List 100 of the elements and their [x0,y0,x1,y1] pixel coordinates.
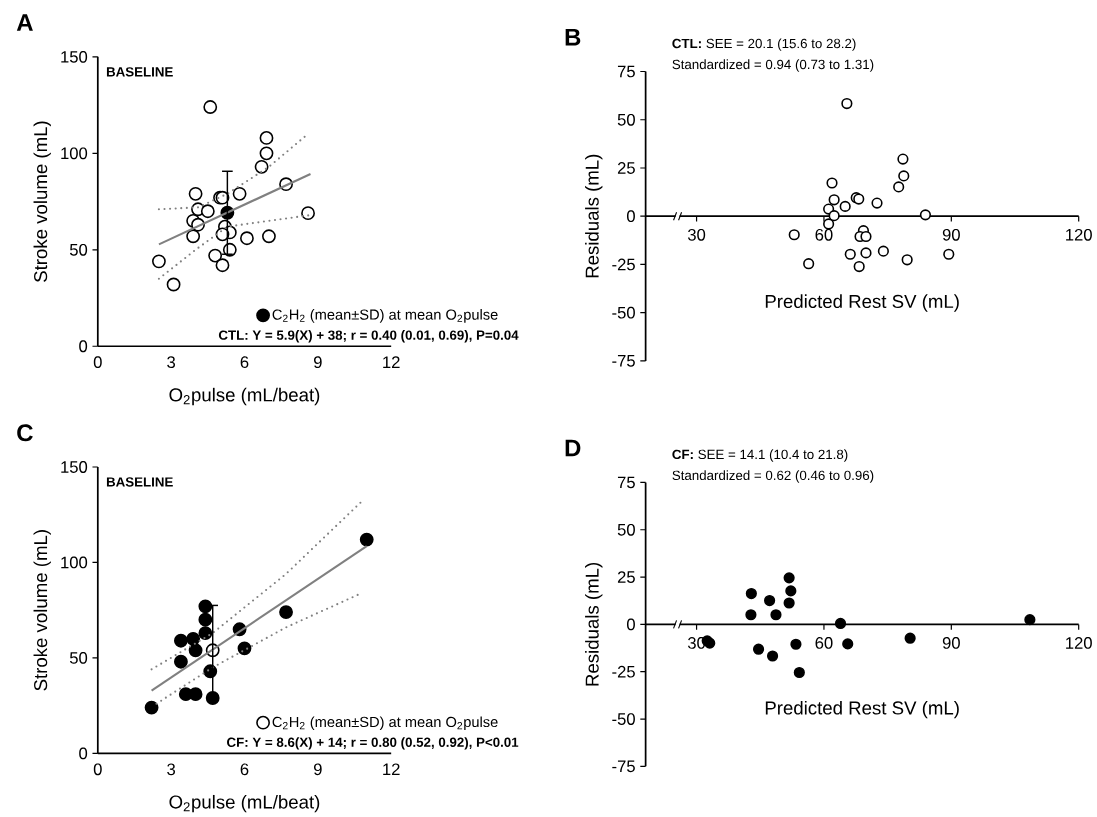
point [237,641,252,656]
y-tick-label: 25 [617,571,635,584]
x-tick-label: 0 [93,356,102,369]
point [839,200,851,213]
point [904,632,916,644]
x-tick-label: 60 [815,229,833,241]
point [200,204,215,219]
point [752,643,765,655]
x-tick-label: 6 [240,763,249,776]
point [144,700,159,715]
point [188,687,203,702]
point [893,181,905,193]
y-axis-title: Residuals (mL) [585,154,603,278]
annotation: CTL: Y = 5.9(X) + 38; r = 0.40 (0.01, 0.69), P=0.04 [218,330,519,343]
point [166,277,181,292]
point [901,254,913,266]
x-tick-label: 90 [942,229,960,241]
y-tick-label: -25 [612,258,635,271]
point [844,248,856,260]
x-tick-label: 3 [167,356,176,369]
point [841,98,853,110]
x-tick-label: 6 [240,356,249,369]
point [262,229,276,244]
point [785,585,797,597]
x-axis-title: Predicted Rest SV (mL) [765,701,959,719]
point [828,194,840,206]
y-tick-label: -50 [612,306,635,319]
y-tick-label: -25 [612,665,635,678]
point [174,654,188,669]
x-tick-label: 60 [815,637,833,649]
point [788,229,800,241]
y-tick-label: 25 [617,162,635,174]
point [823,218,835,230]
y-tick-label: 75 [617,65,635,78]
x-tick-label: 0 [93,763,102,776]
y-tick-label: 50 [617,524,635,536]
point [188,643,203,658]
x-tick-label: 3 [167,763,176,776]
point [871,197,883,209]
point [898,170,910,182]
point [215,258,230,273]
chart-title: A [16,14,33,31]
point [1024,614,1036,626]
line-series [150,500,363,671]
point [828,210,840,222]
point [240,231,254,246]
y-tick-label: -75 [612,760,635,773]
y-tick-label: 0 [627,618,635,631]
x-tick-label: 9 [313,763,322,776]
point [826,177,838,189]
legend-label: C$_{2}$H$_{2}$ (mean±SD) at mean O$_{2}$pulse [272,309,498,323]
point [770,609,782,621]
point [842,638,854,650]
point [301,206,315,221]
point [198,626,213,641]
point [877,245,889,257]
y-tick-label: 50 [69,244,88,256]
chart-title: B [565,29,581,46]
point [279,605,293,620]
y-tick-label: -50 [612,713,635,726]
y-tick-label: 100 [61,147,88,160]
x-axis-title: O$_{2}$pulse (mL/beat) [169,795,320,813]
y-axis-title: Stroke volume (mL) [33,121,51,283]
point [208,248,223,263]
legend-label: C$_{2}$H$_{2}$ (mean±SD) at mean O$_{2}$pulse [272,716,498,731]
x-axis-title: O$_{2}$pulse (mL/beat) [169,387,320,406]
x-tick-label: 120 [1066,229,1092,241]
point [259,146,274,161]
chart-title: D [565,439,581,457]
y-axis-title: Residuals (mL) [585,563,603,686]
point [790,638,802,650]
x-tick-label: 12 [383,356,400,369]
y-tick-label: -75 [612,355,635,367]
point [745,588,757,600]
point [897,153,909,165]
y-tick-label: 0 [79,340,88,353]
x-tick-label: 30 [687,229,706,241]
point [783,597,795,609]
point [198,612,213,627]
text: CF: SEE = 14.1 (10.4 to 21.8) [672,449,848,462]
y-tick-label: 150 [61,461,88,474]
point [188,187,203,201]
y-tick-label: 150 [61,51,88,63]
point [198,599,213,614]
point [186,632,201,646]
point [186,229,201,244]
point [919,209,932,221]
point [860,247,872,259]
point [764,595,776,607]
annotation: Standardized = 0.94 (0.73 to 1.31) [672,59,874,72]
point [803,258,815,270]
point [793,667,805,679]
y-tick-label: 50 [617,114,635,126]
point [766,650,779,662]
point [254,160,269,174]
x-axis-title: Predicted Rest SV (mL) [765,294,959,312]
y-tick-label: 0 [79,747,88,760]
annotation: CF: Y = 8.6(X) + 14; r = 0.80 (0.52, 0.92), P<0.01 [227,737,519,750]
x-tick-label: 9 [313,356,322,369]
point [232,187,247,201]
